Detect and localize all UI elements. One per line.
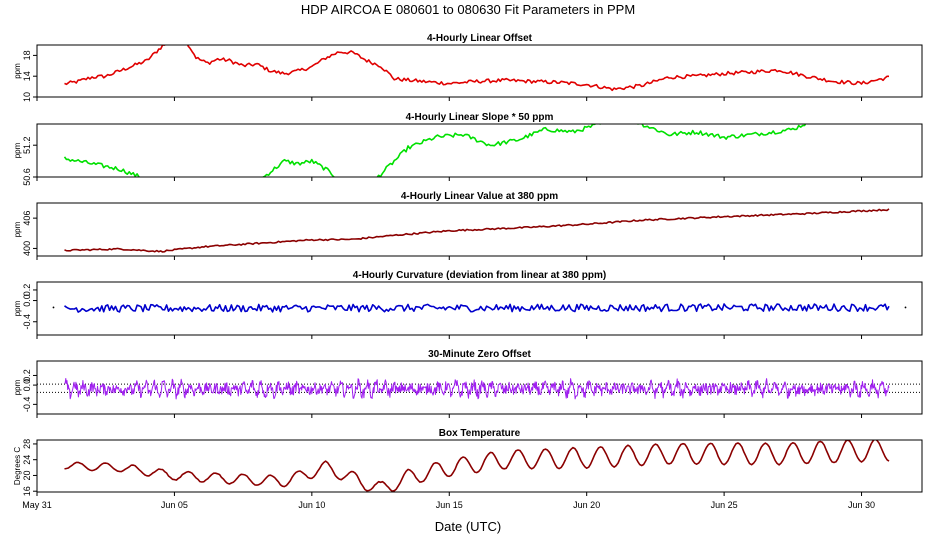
x-tick-label: Jun 05 xyxy=(161,500,188,510)
zero-ytick-label: -0.4 xyxy=(22,397,32,413)
curvature-title: 4-Hourly Curvature (deviation from linea… xyxy=(353,270,606,281)
temperature-plot-frame xyxy=(36,439,923,493)
x-tick-label: Jun 15 xyxy=(436,500,463,510)
temperature-ytick-label: 16 xyxy=(22,486,32,496)
x-tick-label: Jun 20 xyxy=(573,500,600,510)
slope-series-line xyxy=(63,124,815,177)
value-plot-frame xyxy=(36,202,923,257)
offset-ytick-label: 10 xyxy=(22,92,32,102)
curvature-series-line xyxy=(64,303,890,313)
panel-value: 4-Hourly Linear Value at 380 ppm 400 406pp… xyxy=(13,191,923,260)
curvature-ytick-label: 0.2 xyxy=(22,284,32,297)
curvature-plot-frame xyxy=(36,281,923,336)
x-tick-label: Jun 25 xyxy=(711,500,738,510)
zero-series-line xyxy=(64,378,890,400)
temperature-ytick-label: 20 xyxy=(22,470,32,480)
temperature-ytick-label: 24 xyxy=(22,455,32,465)
offset-ytick-label: 18 xyxy=(22,50,32,60)
value-series-line xyxy=(64,208,890,253)
curvature-ylabel: ppm xyxy=(13,300,22,316)
offset-ytick-label: 14 xyxy=(22,71,32,81)
zero-title: 30-Minute Zero Offset xyxy=(428,349,531,360)
panel-curvature: 4-Hourly Curvature (deviation from linea… xyxy=(13,270,923,339)
panels: 4-Hourly Linear Offset101418ppm4-Hourly … xyxy=(13,33,923,496)
temperature-ytick-label: 28 xyxy=(22,439,32,449)
value-title: 4-Hourly Linear Value at 380 ppm xyxy=(401,191,558,202)
offset-title: 4-Hourly Linear Offset xyxy=(427,33,533,44)
value-ytick-label: 400 xyxy=(22,241,32,256)
zero-ytick-label: 0.2 xyxy=(22,369,32,382)
slope-ytick-label: 51.2 xyxy=(22,136,32,154)
curvature-ytick-label: 0.0 xyxy=(22,294,32,307)
offset-ylabel: ppm xyxy=(13,63,22,79)
temperature-title: Box Temperature xyxy=(439,428,521,439)
x-tick-label: May 31 xyxy=(22,500,52,510)
temperature-series-line xyxy=(64,440,890,492)
x-axis: May 31 Jun 05 Jun 10 Jun 15 Jun 20 Jun 25 Jun … xyxy=(22,500,875,510)
zero-ytick-label: 0.0 xyxy=(22,379,32,392)
curvature-edge-point xyxy=(904,306,907,309)
zero-plot-frame xyxy=(36,360,923,415)
x-tick-label: Jun 30 xyxy=(848,500,875,510)
offset-series-line xyxy=(64,45,889,92)
slope-ylabel: ppm xyxy=(13,142,22,158)
value-ytick-label: 406 xyxy=(22,211,32,226)
x-tick-label: Jun 10 xyxy=(298,500,325,510)
curvature-edge-point xyxy=(52,306,55,309)
slope-ytick-label: 50.6 xyxy=(22,168,32,186)
x-axis-label: Date (UTC) xyxy=(435,519,501,534)
offset-plot-frame xyxy=(36,44,923,98)
slope-plot-frame xyxy=(36,123,923,178)
curvature-ytick-label: -0.4 xyxy=(22,314,32,330)
temperature-ylabel: Degrees C xyxy=(13,447,22,485)
panel-slope: 4-Hourly Linear Slope * 50 ppm 50.6 51.2pp… xyxy=(13,112,923,186)
value-ylabel: ppm xyxy=(13,221,22,237)
slope-title: 4-Hourly Linear Slope * 50 ppm xyxy=(406,112,554,123)
zero-ylabel: ppm xyxy=(13,379,22,395)
figure-title: HDP AIRCOA E 080601 to 080630 Fit Parame… xyxy=(301,2,635,17)
